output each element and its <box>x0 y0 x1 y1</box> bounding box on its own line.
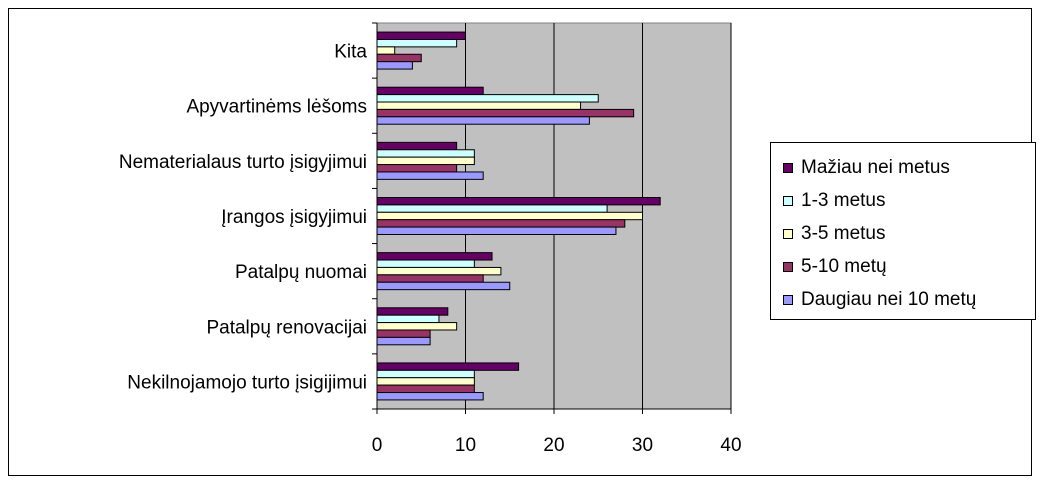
bar <box>376 226 617 236</box>
bar <box>376 116 590 125</box>
bar <box>376 281 511 291</box>
legend-label: 5-10 metų <box>801 256 887 277</box>
bar <box>376 252 493 261</box>
x-tick-label: 0 <box>372 435 383 456</box>
bar <box>376 329 431 338</box>
bar <box>376 164 458 173</box>
category-label: Patalpų nuomai <box>235 262 367 283</box>
bar <box>376 149 475 158</box>
legend-item: 3-5 metus <box>783 221 885 247</box>
bar <box>376 86 484 96</box>
bar <box>376 274 484 283</box>
legend-item: 5-10 metų <box>783 254 887 280</box>
bar <box>376 377 475 386</box>
legend-item: Mažiau nei metus <box>783 155 950 181</box>
legend: Mažiau nei metus 1-3 metus 3-5 metus 5-1… <box>770 142 1036 320</box>
legend-swatch <box>783 295 793 305</box>
category-label: Nematerialaus turto įsigyjimui <box>119 152 367 173</box>
legend-swatch <box>783 229 793 239</box>
bar <box>376 336 431 346</box>
legend-item: Daugiau nei 10 metų <box>783 287 976 313</box>
bar <box>376 141 458 151</box>
bar <box>376 31 466 40</box>
bar <box>376 322 458 331</box>
category-label: Įrangos įsigyjimui <box>221 207 367 228</box>
category-label: Apyvartinėms lėšoms <box>186 97 367 118</box>
bar <box>376 392 484 401</box>
bar <box>376 384 475 394</box>
bar <box>376 211 643 221</box>
legend-label: Daugiau nei 10 metų <box>801 289 977 310</box>
legend-swatch <box>783 262 793 272</box>
x-tick-label: 40 <box>720 435 741 456</box>
bar <box>376 266 502 276</box>
category-labels: Kita Apyvartinėms lėšoms Nematerialaus tur… <box>119 42 368 394</box>
x-tick-label: 10 <box>455 435 476 456</box>
legend-item: 1-3 metus <box>783 188 885 214</box>
tick-labels: 0 10 20 30 40 <box>372 435 742 456</box>
bar <box>376 46 396 55</box>
bars <box>376 31 661 401</box>
legend-label: Mažiau nei metus <box>801 157 950 178</box>
bar <box>376 171 484 180</box>
legend-swatch <box>783 163 793 173</box>
bar <box>376 204 608 213</box>
bar <box>376 259 475 268</box>
bar <box>376 369 475 379</box>
bar <box>376 156 475 166</box>
legend-label: 1-3 metus <box>801 190 886 211</box>
x-tick-label: 20 <box>543 435 564 456</box>
bar <box>376 197 661 206</box>
bar <box>376 94 599 103</box>
axes <box>372 22 732 414</box>
x-tick-label: 30 <box>632 435 653 456</box>
bar <box>376 108 635 118</box>
bar <box>376 314 440 324</box>
legend-swatch <box>783 196 793 206</box>
bar <box>376 38 458 48</box>
bar <box>376 307 449 316</box>
category-label: Nekilnojamojo turto įsigijimui <box>127 372 367 393</box>
bar <box>376 53 422 63</box>
category-label: Patalpų renovacijai <box>206 317 367 338</box>
bar <box>376 362 520 371</box>
legend-label: 3-5 metus <box>801 223 886 244</box>
bar <box>376 101 582 110</box>
category-label: Kita <box>334 42 367 63</box>
bar <box>376 61 413 70</box>
bar <box>376 219 626 228</box>
